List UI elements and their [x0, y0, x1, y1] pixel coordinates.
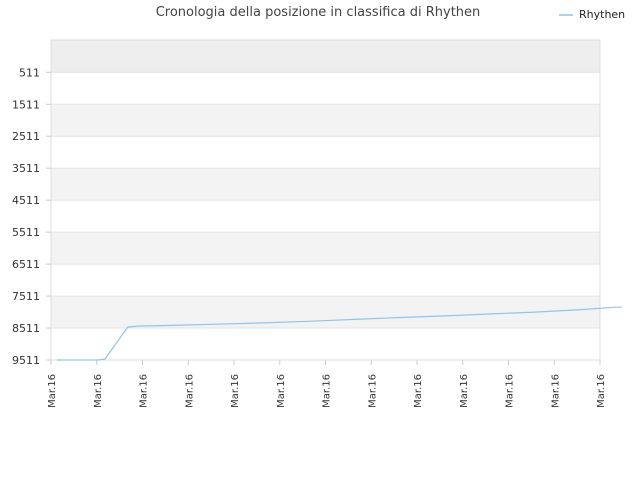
x-tick-label: Mar.16 [184, 374, 195, 408]
y-tick-label: 8511 [12, 322, 40, 335]
y-tick-label: 4511 [12, 194, 40, 207]
x-tick-label: Mar.16 [93, 374, 104, 408]
plot-band [51, 104, 600, 137]
y-tick-label: 511 [19, 66, 40, 79]
x-axis: Mar.16 Mar.16 Mar.16 Mar.16 Mar.16 Mar.16 Mar.… [47, 360, 607, 408]
x-tick-label: Mar.16 [550, 374, 561, 408]
plot-band [51, 232, 600, 265]
y-tick-label: 1511 [12, 98, 40, 111]
x-tick-label: Mar.16 [322, 374, 333, 408]
y-tick-label: 3511 [12, 162, 40, 175]
plot-band [51, 296, 600, 329]
plot-bands [51, 40, 600, 360]
plot-band [51, 264, 600, 297]
y-tick-label: 9511 [12, 354, 40, 367]
y-tick-label: 2511 [12, 130, 40, 143]
y-tick-label: 6511 [12, 258, 40, 271]
y-axis: 511 1511 2511 3511 4511 5511 6511 7511 8511 9511 [12, 66, 51, 367]
x-tick-label: Mar.16 [230, 374, 241, 408]
x-tick-label: Mar.16 [139, 374, 150, 408]
x-tick-label: Mar.16 [47, 374, 58, 408]
x-tick-label: Mar.16 [505, 374, 516, 408]
plot-band [51, 168, 600, 201]
y-tick-label: 5511 [12, 226, 40, 239]
x-tick-label: Mar.16 [276, 374, 287, 408]
legend-label-rhythen: Rhythen [579, 8, 625, 21]
x-tick-label: Mar.16 [413, 374, 424, 408]
plot-band [51, 200, 600, 233]
series-layer [57, 306, 622, 361]
y-tick-label: 7511 [12, 290, 40, 303]
x-tick-label: Mar.16 [596, 374, 607, 408]
x-tick-label: Mar.16 [367, 374, 378, 408]
plot-band [51, 328, 600, 360]
plot-band [51, 72, 600, 105]
plot-band [51, 136, 600, 169]
plot-band [51, 40, 600, 73]
chart-title: Cronologia della posizione in classifica… [156, 5, 481, 20]
series-line-rhythen [57, 306, 622, 361]
legend: Rhythen [559, 8, 625, 21]
x-tick-label: Mar.16 [459, 374, 470, 408]
